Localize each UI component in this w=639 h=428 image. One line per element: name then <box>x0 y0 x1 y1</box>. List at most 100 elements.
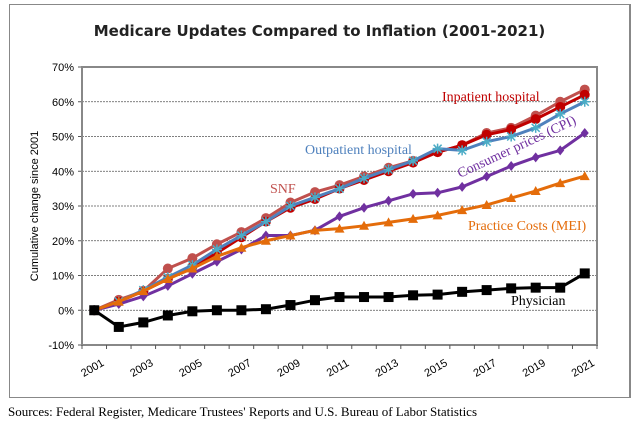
data-point <box>187 253 198 264</box>
data-point <box>432 143 443 154</box>
series-label: Inpatient hospital <box>442 90 540 105</box>
y-tick-label: 40% <box>52 166 74 178</box>
data-point <box>383 292 394 303</box>
data-point <box>481 136 492 147</box>
data-point <box>481 129 492 140</box>
data-point <box>457 145 468 156</box>
x-tick-label: 2019 <box>521 357 548 380</box>
data-point <box>285 300 296 311</box>
data-point <box>334 183 345 194</box>
series-label: Outpatient hospital <box>305 143 412 158</box>
data-point <box>457 205 468 215</box>
series-physician <box>89 268 590 332</box>
x-tick-label: 2021 <box>570 357 597 380</box>
data-point <box>309 295 320 306</box>
data-point <box>334 292 345 303</box>
data-point <box>383 217 394 227</box>
data-point <box>236 305 247 316</box>
data-point <box>359 220 370 230</box>
series-practice-costs-mei- <box>89 171 590 315</box>
x-tick-label: 2007 <box>226 357 253 380</box>
x-tick-label: 2005 <box>177 357 204 380</box>
data-point <box>457 286 468 297</box>
data-point <box>506 283 517 294</box>
data-point <box>555 282 566 293</box>
data-point <box>261 230 270 241</box>
y-tick-label: 70% <box>52 62 74 74</box>
x-tick-label: 2011 <box>325 357 351 379</box>
data-point <box>530 186 541 196</box>
data-point <box>579 171 590 181</box>
data-point <box>482 171 491 182</box>
data-point <box>481 199 492 209</box>
data-point <box>556 145 565 156</box>
data-point <box>555 101 566 112</box>
data-point <box>236 230 247 241</box>
data-point <box>506 131 517 142</box>
data-point <box>409 188 418 199</box>
y-axis-label: Cumulative change since 2001 <box>29 131 41 281</box>
data-point <box>113 296 124 306</box>
data-point <box>408 290 419 301</box>
y-tick-label: 60% <box>52 97 74 109</box>
data-point <box>138 286 149 296</box>
series-label: Physician <box>511 294 565 309</box>
data-point <box>335 211 344 222</box>
data-point <box>432 289 443 300</box>
data-point <box>579 268 590 279</box>
data-point <box>260 235 271 245</box>
data-point <box>285 230 296 240</box>
data-point <box>162 273 173 283</box>
data-point <box>138 317 149 328</box>
data-point <box>162 310 173 321</box>
data-point <box>236 242 247 252</box>
y-tick-label: 20% <box>52 236 74 248</box>
data-point <box>555 178 566 188</box>
data-point <box>89 305 100 316</box>
data-point <box>481 285 492 296</box>
x-tick-label: 2003 <box>128 357 155 380</box>
y-tick-label: -10% <box>48 340 74 352</box>
data-point <box>458 181 467 192</box>
data-point <box>506 193 517 203</box>
data-point <box>531 152 540 163</box>
data-point <box>433 187 442 198</box>
data-point <box>384 195 393 206</box>
data-point <box>579 89 590 100</box>
data-point <box>359 292 370 303</box>
data-point <box>432 210 443 220</box>
chart-frame <box>9 4 631 398</box>
data-point <box>260 216 271 227</box>
x-tick-label: 2001 <box>79 357 106 380</box>
data-point <box>260 304 271 315</box>
data-point <box>187 306 198 317</box>
series-label: SNF <box>270 182 296 197</box>
data-point <box>359 173 370 184</box>
data-point <box>163 280 172 291</box>
y-tick-label: 10% <box>52 271 74 283</box>
data-point <box>580 128 589 139</box>
data-point <box>507 161 516 172</box>
data-point <box>285 201 296 211</box>
data-point <box>211 305 222 316</box>
y-tick-label: 50% <box>52 132 74 144</box>
x-tick-label: 2015 <box>422 357 449 380</box>
y-tick-label: 30% <box>52 201 74 213</box>
data-point <box>162 263 173 274</box>
data-point <box>211 244 222 255</box>
data-point <box>555 108 566 119</box>
data-point <box>309 225 320 235</box>
data-point <box>113 321 124 332</box>
data-point <box>530 282 541 293</box>
plot-border <box>81 66 598 346</box>
x-tick-label: 2013 <box>373 357 400 380</box>
data-point <box>408 213 419 223</box>
x-tick-label: 2017 <box>472 357 499 380</box>
x-tick-label: 2009 <box>275 357 302 380</box>
data-point <box>309 192 320 203</box>
source-note: Sources: Federal Register, Medicare Trus… <box>8 404 478 419</box>
data-point <box>383 164 394 175</box>
data-point <box>360 202 369 213</box>
chart-title: Medicare Updates Compared to Inflation (… <box>93 22 546 40</box>
